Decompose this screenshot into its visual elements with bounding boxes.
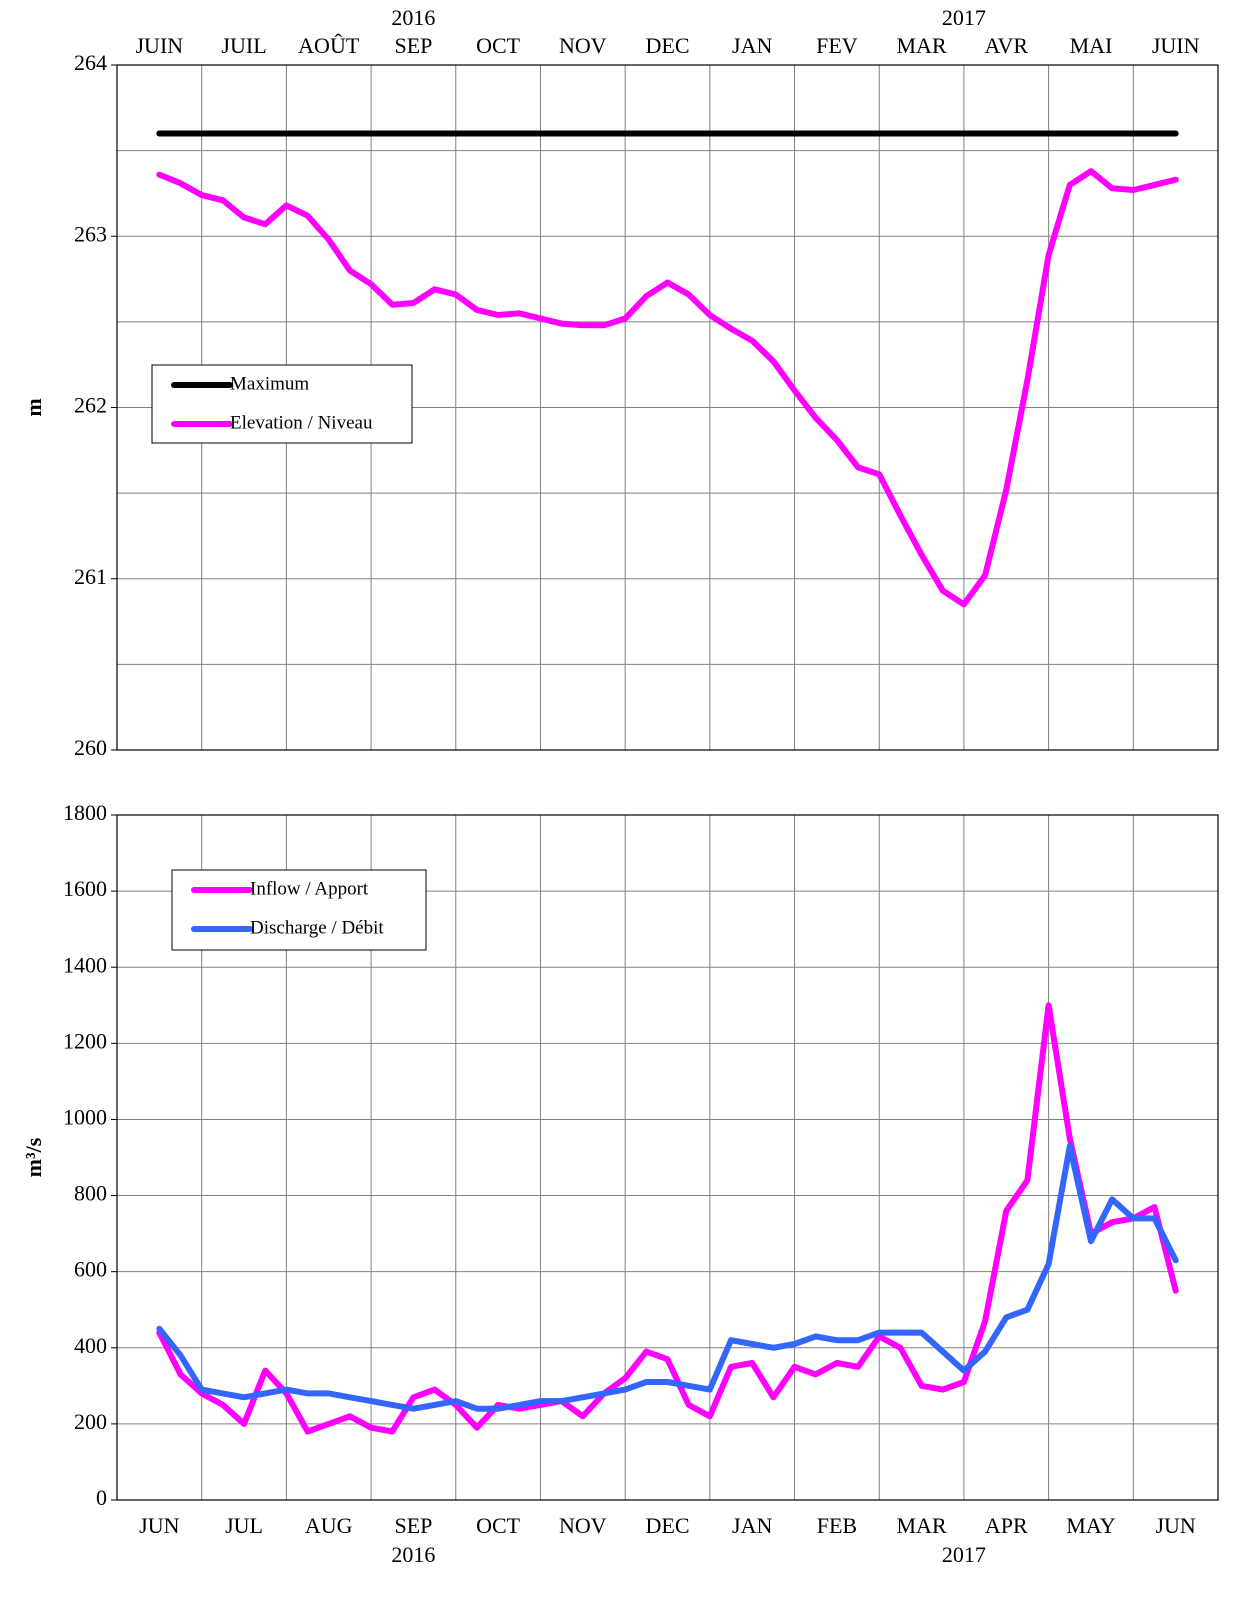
x-tick-label: SEP: [394, 1513, 432, 1538]
y-axis-label: m: [21, 398, 46, 416]
x-tick-label: OCT: [476, 33, 521, 58]
y-axis-label: m³/s: [21, 1137, 46, 1177]
x-tick-label: JUL: [225, 1513, 263, 1538]
year-label: 2017: [942, 1542, 986, 1567]
y-tick-label: 261: [74, 564, 107, 589]
legend: Inflow / Apport Discharge / Débit: [171, 869, 427, 951]
legend-label: Inflow / Apport: [250, 878, 369, 899]
y-tick-label: 1000: [63, 1104, 107, 1129]
x-tick-label: MAY: [1066, 1513, 1115, 1538]
year-label: 2016: [391, 1542, 435, 1567]
x-tick-label: AVR: [984, 33, 1028, 58]
data-line: [156, 1143, 1179, 1412]
y-tick-label: 1400: [63, 952, 107, 977]
legend-label: Maximum: [230, 373, 309, 394]
y-tick-label: 400: [74, 1333, 107, 1358]
x-tick-label: FEV: [816, 33, 858, 58]
legend: Maximum Elevation / Niveau: [151, 364, 413, 444]
x-tick-label: DEC: [646, 33, 690, 58]
y-tick-label: 262: [74, 393, 107, 418]
x-tick-label: AOÛT: [298, 33, 360, 58]
y-tick-label: 200: [74, 1409, 107, 1434]
x-tick-label: DEC: [646, 1513, 690, 1538]
x-tick-label: AUG: [305, 1513, 353, 1538]
legend-box: [151, 364, 413, 444]
legend-label: Discharge / Débit: [250, 917, 384, 938]
data-line: [156, 168, 1179, 608]
x-tick-label: APR: [985, 1513, 1028, 1538]
y-tick-label: 1600: [63, 876, 107, 901]
y-tick-label: 800: [74, 1181, 107, 1206]
x-tick-label: NOV: [559, 1513, 607, 1538]
x-tick-label: OCT: [476, 1513, 521, 1538]
x-tick-label: SEP: [394, 33, 432, 58]
x-tick-label: FEB: [817, 1513, 857, 1538]
y-tick-label: 264: [74, 50, 107, 75]
plot-frame: [116, 814, 1219, 1501]
x-tick-label: JUIL: [221, 33, 266, 58]
legend-label: Elevation / Niveau: [230, 412, 373, 433]
x-tick-label: JUIN: [136, 33, 184, 58]
x-tick-label: JUN: [139, 1513, 179, 1538]
y-tick-label: 263: [74, 221, 107, 246]
x-tick-label: MAR: [897, 1513, 947, 1538]
x-tick-label: JUIN: [1152, 33, 1200, 58]
data-line: [156, 1002, 1179, 1435]
legend-box: [171, 869, 427, 951]
x-tick-label: MAR: [897, 33, 947, 58]
x-tick-label: MAI: [1070, 33, 1113, 58]
x-tick-label: NOV: [559, 33, 607, 58]
x-tick-label: JAN: [732, 33, 772, 58]
year-label: 2017: [942, 5, 986, 30]
y-tick-label: 1200: [63, 1028, 107, 1053]
x-tick-label: JUN: [1155, 1513, 1195, 1538]
year-label: 2016: [391, 5, 435, 30]
y-tick-label: 1800: [63, 800, 107, 825]
y-tick-label: 0: [96, 1485, 107, 1510]
y-tick-label: 600: [74, 1257, 107, 1282]
plot-frame: [116, 64, 1219, 751]
y-tick-label: 260: [74, 735, 107, 760]
x-tick-label: JAN: [732, 1513, 772, 1538]
